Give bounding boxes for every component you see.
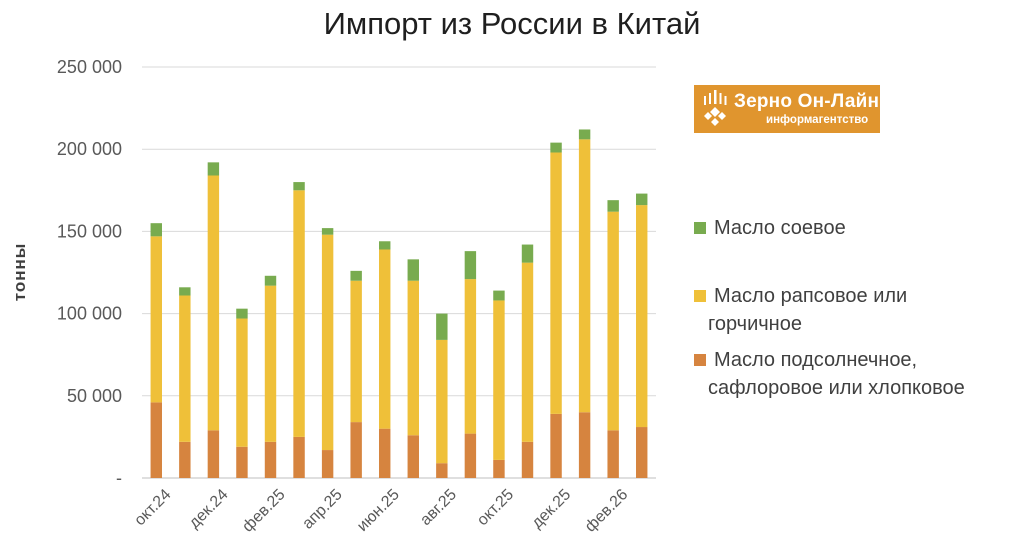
bar-segment-s1-7 (350, 280, 362, 423)
bar-segment-s0-6 (321, 450, 334, 478)
bar-segment-s2-2 (207, 162, 220, 176)
bar-segment-s1-5 (293, 190, 305, 437)
x-tick-label: дек.24 (186, 486, 232, 532)
legend-swatch-sunflower (694, 354, 706, 366)
bar-segment-s0-8 (379, 428, 391, 478)
x-tick-label: июн.25 (354, 486, 403, 535)
x-tick-label: дек.25 (529, 486, 575, 532)
bar-segment-s2-4 (264, 275, 277, 286)
bar-segment-s0-1 (179, 441, 191, 478)
bar-segment-s2-6 (321, 228, 334, 235)
gridlines (142, 66, 656, 479)
y-tick-label: 250 000 (57, 57, 122, 77)
bar-segment-s2-7 (350, 270, 362, 281)
x-tick-label: фев.26 (582, 486, 631, 535)
logo: Зерно Он-Лайн информагентство (694, 85, 880, 133)
legend-label-sunflower: Масло подсолнечное, сафлоровое или хлопк… (708, 346, 965, 402)
legend-swatch-soy (694, 222, 706, 234)
legend-item-rapeseed: Масло рапсовое или горчичное (694, 282, 907, 338)
bar-segment-s0-0 (150, 402, 162, 478)
y-tick-label: - (116, 468, 122, 488)
logo-name: Зерно Он-Лайн (734, 91, 880, 112)
legend-label-sunflower-line1: Масло подсолнечное, (714, 349, 918, 371)
bar-segment-s2-13 (521, 244, 534, 263)
bar-segment-s2-9 (407, 259, 419, 281)
legend-label-rapeseed: Масло рапсовое или горчичное (708, 282, 908, 338)
bar-segment-s2-15 (578, 129, 591, 140)
bar-segment-s0-13 (521, 441, 534, 478)
bar-segment-s2-11 (464, 251, 477, 280)
logo-grain-icon (704, 90, 727, 126)
legend-label-rapeseed-line1: Масло рапсовое или (714, 285, 908, 307)
bar-segment-s1-11 (464, 279, 477, 434)
bar-segment-s1-17 (636, 205, 648, 428)
bar-segment-s0-4 (264, 441, 277, 478)
y-axis-ticks: - 50 000 100 000 150 000 200 000 250 000 (57, 57, 122, 488)
bar-segment-s1-13 (521, 262, 534, 442)
bar-segment-s1-10 (436, 339, 448, 464)
y-tick-label: 50 000 (67, 386, 122, 406)
y-tick-label: 100 000 (57, 304, 122, 324)
legend-item-soy: Масло соевое (694, 214, 846, 242)
x-tick-label: авг.25 (417, 486, 460, 529)
bar-segment-s2-1 (179, 287, 191, 296)
bar-segment-s1-2 (207, 175, 220, 431)
x-tick-label: окт.25 (474, 486, 517, 529)
bar-segment-s0-15 (578, 412, 591, 478)
legend-label-rapeseed-line2: горчичное (708, 313, 802, 335)
bar-segment-s2-17 (636, 193, 648, 206)
bar-segment-s1-4 (264, 285, 277, 442)
bar-segment-s0-7 (350, 422, 362, 478)
bar-segment-s2-5 (293, 182, 305, 191)
bar-segment-s1-6 (321, 234, 334, 451)
bar-segment-s0-11 (464, 433, 477, 478)
bar-segment-s2-10 (436, 313, 448, 340)
legend-item-sunflower: Масло подсолнечное, сафлоровое или хлопк… (694, 346, 965, 402)
bar-segment-s0-10 (436, 463, 448, 478)
bar-segment-s0-16 (607, 430, 619, 478)
bar-segment-s2-14 (550, 142, 562, 153)
bar-segment-s1-14 (550, 152, 562, 414)
bar-segment-s1-15 (578, 139, 591, 413)
legend-label-sunflower-line2: сафлоровое или хлопковое (708, 377, 965, 399)
bar-segment-s2-12 (493, 290, 505, 301)
y-tick-label: 150 000 (57, 221, 122, 241)
x-axis-ticks: окт.24 дек.24 фев.25 апр.25 июн.25 авг.25 окт.… (131, 486, 631, 535)
bar-segment-s0-2 (207, 430, 220, 478)
bar-segment-s2-3 (236, 308, 248, 319)
bar-segment-s0-9 (407, 435, 419, 478)
x-tick-label: апр.25 (299, 486, 346, 533)
bar-segment-s2-16 (607, 200, 619, 212)
bar-segment-s1-0 (150, 236, 162, 403)
bar-segment-s2-8 (379, 241, 391, 250)
bar-segment-s1-12 (493, 300, 505, 460)
bar-segment-s0-17 (636, 427, 648, 478)
bar-segment-s1-1 (179, 295, 191, 442)
chart-title: Импорт из России в Китай (323, 6, 701, 41)
bars (150, 129, 648, 478)
y-axis-label: тонны (10, 243, 29, 302)
x-tick-label: фев.25 (239, 486, 288, 535)
y-tick-label: 200 000 (57, 139, 122, 159)
bar-segment-s0-5 (293, 436, 305, 478)
bar-segment-s1-3 (236, 318, 248, 447)
legend-label-soy: Масло соевое (714, 217, 846, 239)
bar-segment-s1-8 (379, 249, 391, 429)
x-tick-label: окт.24 (131, 486, 174, 529)
legend-swatch-rapeseed (694, 290, 706, 302)
bar-segment-s0-14 (550, 413, 562, 478)
bar-segment-s1-16 (607, 211, 619, 431)
bar-segment-s0-12 (493, 459, 505, 478)
logo-subtitle: информагентство (766, 114, 869, 126)
bar-segment-s1-9 (407, 280, 419, 436)
bar-segment-s0-3 (236, 446, 248, 478)
bar-segment-s2-0 (150, 223, 162, 237)
